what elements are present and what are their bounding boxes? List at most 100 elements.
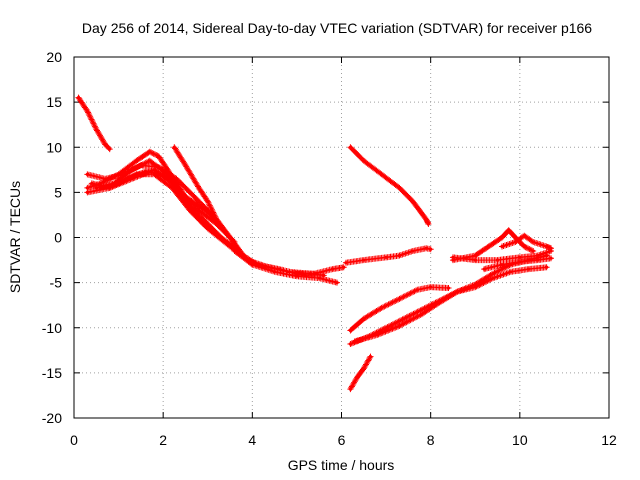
data-point — [549, 256, 553, 260]
data-point — [544, 253, 549, 258]
data-point — [518, 255, 522, 259]
data-point — [384, 255, 388, 259]
data-point — [90, 181, 94, 185]
series-markers — [97, 171, 327, 279]
data-point — [116, 181, 121, 185]
data-point — [348, 342, 353, 346]
data-point — [415, 288, 419, 292]
series-track-18 — [481, 255, 554, 273]
data-point — [108, 147, 112, 151]
data-point — [313, 272, 317, 276]
data-point — [170, 186, 174, 190]
data-point — [362, 159, 366, 163]
x-tick-label: 8 — [427, 432, 435, 448]
data-point — [531, 249, 535, 253]
data-point — [536, 258, 540, 262]
data-point — [206, 208, 210, 213]
data-point — [380, 306, 384, 310]
y-axis-label: SDTVAR / TECUs — [7, 181, 23, 293]
data-point — [397, 253, 402, 258]
data-point — [192, 195, 196, 199]
data-point — [130, 168, 134, 172]
data-point — [429, 247, 433, 251]
data-point — [348, 145, 353, 149]
data-point — [206, 226, 210, 231]
data-point — [549, 246, 553, 250]
y-tick-label: 15 — [46, 94, 62, 110]
data-point — [228, 235, 232, 240]
data-point — [99, 186, 103, 190]
x-axis: 0 2 4 6 8 10 12 — [70, 57, 617, 448]
data-point — [134, 172, 139, 176]
data-point — [531, 240, 535, 244]
data-point — [197, 186, 201, 190]
x-tick-label: 6 — [338, 432, 346, 448]
data-series — [75, 94, 554, 393]
data-point — [148, 150, 152, 154]
data-point — [295, 274, 299, 278]
series-track-15 — [347, 353, 374, 393]
data-point — [250, 262, 254, 267]
data-point — [455, 290, 460, 294]
data-point — [544, 244, 549, 249]
data-point — [473, 282, 477, 287]
data-point — [522, 244, 526, 249]
series-markers — [347, 144, 432, 227]
data-point — [342, 265, 346, 269]
data-point — [491, 272, 495, 276]
x-tick-label: 12 — [601, 432, 617, 448]
data-point — [148, 159, 152, 163]
x-tick-label: 2 — [159, 432, 167, 448]
series-track-12 — [347, 284, 452, 334]
series-track-17 — [449, 248, 554, 264]
y-tick-label: 5 — [54, 184, 62, 200]
data-point — [335, 281, 339, 285]
data-point — [397, 324, 402, 328]
series-markers — [231, 248, 340, 286]
data-point — [134, 159, 139, 163]
data-point — [157, 154, 161, 158]
data-point — [473, 258, 477, 262]
data-point — [411, 249, 415, 253]
y-tick-label: -15 — [42, 365, 62, 381]
data-point — [76, 96, 81, 100]
series-track-14 — [351, 252, 550, 345]
series-track-09 — [231, 248, 340, 286]
data-point — [411, 199, 415, 203]
data-point — [507, 228, 511, 232]
data-point — [402, 317, 406, 321]
data-point — [322, 273, 326, 278]
data-point — [536, 253, 540, 258]
data-point — [500, 235, 504, 240]
data-point — [188, 208, 192, 213]
data-point — [166, 172, 170, 176]
data-point — [355, 375, 359, 379]
data-point — [183, 163, 188, 167]
data-point — [500, 244, 504, 249]
data-point — [273, 270, 277, 274]
series-markers — [342, 245, 434, 266]
data-point — [172, 145, 176, 149]
x-tick-label: 10 — [512, 432, 528, 448]
data-point — [317, 276, 321, 280]
y-tick-label: -5 — [50, 275, 63, 291]
data-point — [103, 177, 107, 181]
data-point — [348, 387, 353, 391]
data-point — [522, 234, 526, 238]
series-markers — [347, 353, 374, 393]
data-point — [206, 199, 210, 203]
data-point — [527, 267, 531, 271]
y-tick-label: 10 — [46, 139, 62, 155]
data-point — [424, 246, 428, 250]
x-tick-label: 0 — [70, 432, 78, 448]
data-point — [228, 244, 232, 249]
data-point — [487, 244, 491, 249]
series-track-07 — [97, 171, 327, 279]
data-point — [375, 333, 379, 337]
data-point — [397, 297, 402, 301]
data-point — [473, 253, 477, 258]
data-point — [348, 328, 353, 333]
chart-title: Day 256 of 2014, Sidereal Day-to-day VTE… — [82, 20, 592, 36]
data-point — [85, 109, 89, 113]
data-point — [495, 258, 500, 262]
